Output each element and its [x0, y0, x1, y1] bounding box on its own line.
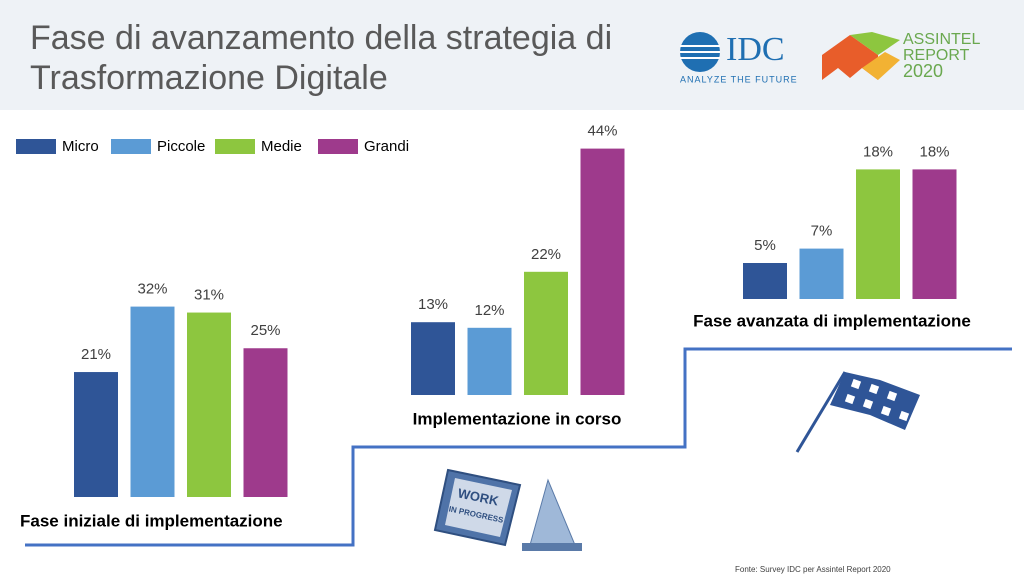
bar: [912, 169, 957, 299]
legend-label: Piccole: [157, 138, 205, 155]
value-label: 12%: [474, 302, 504, 319]
bar: [411, 322, 455, 395]
value-label: 25%: [250, 322, 280, 339]
bar: [524, 271, 568, 395]
bar: [856, 169, 900, 299]
staircase: [25, 347, 1012, 547]
category-label: Fase avanzata di implementazione: [693, 311, 971, 330]
legend-swatch: [111, 139, 151, 154]
legend-label: Micro: [62, 138, 99, 155]
value-label: 7%: [811, 223, 833, 240]
legend-label: Grandi: [364, 138, 409, 155]
value-label: 21%: [81, 346, 111, 363]
assintel-text: ASSINTEL: [903, 31, 980, 48]
value-label: 18%: [919, 143, 949, 160]
idc-tagline: ANALYZE THE FUTURE: [680, 74, 798, 84]
bar: [187, 312, 231, 497]
category-label: Fase iniziale di implementazione: [20, 511, 283, 530]
source: Fonte: Survey IDC per Assintel Report 20…: [735, 565, 891, 574]
report-text: REPORT: [903, 47, 970, 64]
bar: [243, 348, 288, 497]
bar: [130, 306, 175, 497]
assintel-logo: ASSINTEL REPORT 2020: [822, 31, 980, 81]
chart-title: Fase di avanzamento della strategia di T…: [30, 19, 613, 97]
legend-swatch: [215, 139, 255, 154]
idc-logo: IDC ANALYZE THE FUTURE: [680, 31, 798, 84]
legend-label: Medie: [261, 138, 302, 155]
value-label: 18%: [863, 143, 893, 160]
legend-swatch: [16, 139, 56, 154]
value-label: 32%: [137, 281, 167, 298]
value-label: 44%: [587, 123, 617, 140]
bar: [799, 248, 844, 299]
bar: [743, 263, 787, 299]
value-label: 31%: [194, 287, 224, 304]
year-text: 2020: [903, 61, 943, 81]
value-label: 5%: [754, 237, 776, 254]
bar: [467, 327, 512, 395]
idc-text: IDC: [726, 31, 785, 68]
bar: [580, 148, 625, 395]
work-in-progress: WORK IN PROGRESS: [433, 468, 582, 551]
value-label: 22%: [531, 246, 561, 263]
category-label: Implementazione in corso: [413, 409, 622, 428]
bar: [74, 372, 118, 497]
legend-swatch: [318, 139, 358, 154]
checkered-flag: [795, 371, 920, 453]
value-label: 13%: [418, 296, 448, 313]
